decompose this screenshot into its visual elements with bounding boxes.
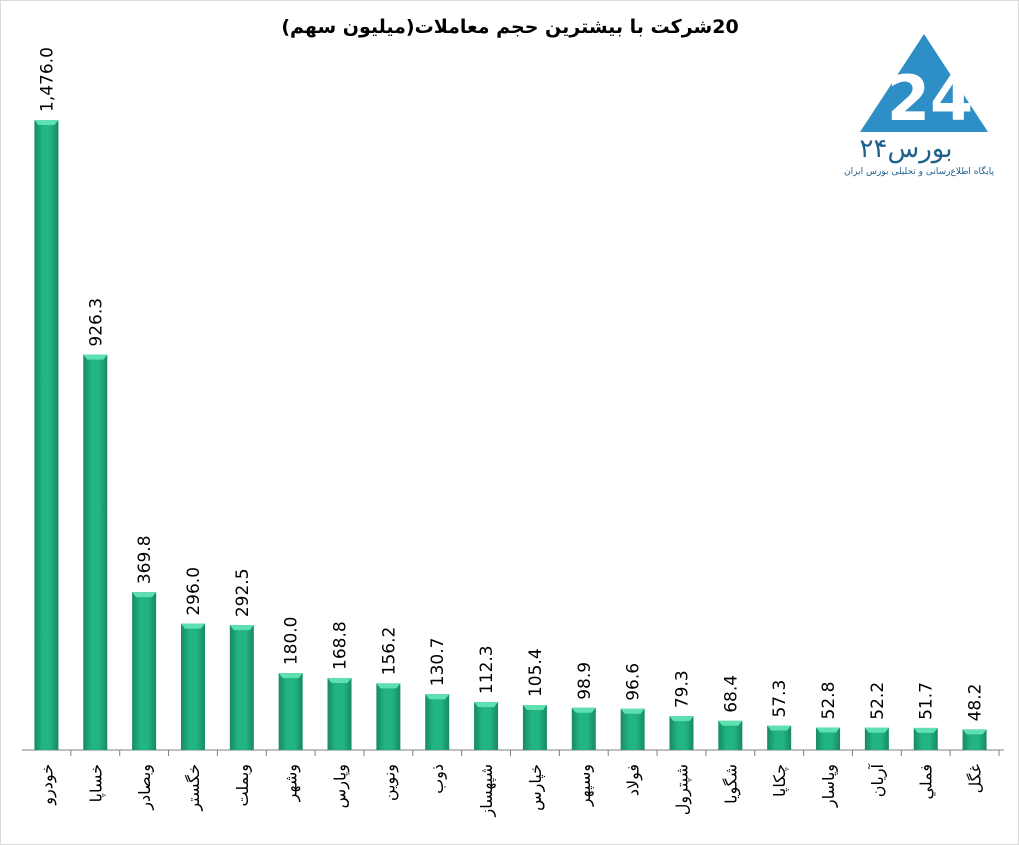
category-label-13: فولاد: [624, 764, 644, 796]
data-label-6: 180.0: [282, 616, 302, 665]
bar-cap-2: [83, 354, 108, 360]
category-label-2: خساپا: [86, 764, 106, 802]
data-label-14: 79.3: [672, 670, 692, 708]
data-label-20: 48.2: [966, 684, 986, 722]
bar-14: [669, 716, 694, 750]
bar-7: [327, 677, 352, 750]
data-label-16: 57.3: [770, 680, 790, 718]
bar-20: [962, 729, 987, 750]
bar-cap-15: [718, 720, 743, 726]
data-label-1: 1,476.0: [37, 47, 57, 112]
bar-cap-14: [669, 716, 694, 722]
category-label-14: شپترول: [672, 764, 692, 815]
logo-triangle-icon: 24: [860, 34, 988, 135]
category-label-9: ذوب: [428, 764, 448, 794]
category-label-3: وبصادر: [135, 764, 155, 811]
bar-5: [229, 625, 254, 750]
data-label-10: 112.3: [477, 645, 497, 694]
bar-cap-11: [522, 705, 547, 711]
bar-cap-18: [864, 727, 889, 733]
svg-text:24: 24: [887, 62, 973, 135]
bar-cap-19: [913, 727, 938, 733]
bar-2: [83, 354, 108, 750]
data-label-11: 105.4: [526, 648, 546, 697]
data-label-15: 68.4: [721, 675, 741, 713]
bar-cap-4: [180, 623, 205, 629]
data-label-9: 130.7: [428, 638, 448, 687]
data-label-13: 96.6: [624, 663, 644, 701]
bar-cap-5: [229, 625, 254, 631]
category-label-12: وسپهر: [575, 764, 595, 807]
category-label-19: فملي: [917, 764, 937, 800]
bar-10: [474, 702, 499, 750]
logo-name: بورس۲۴: [859, 134, 953, 164]
bar-1: [34, 120, 59, 750]
bar-cap-12: [571, 707, 596, 713]
chart-title: 20شرکت با بیشترین حجم معاملات(میلیون سهم…: [281, 16, 739, 38]
data-label-5: 292.5: [233, 568, 253, 617]
category-label-15: شگویا: [721, 764, 741, 804]
bar-cap-6: [278, 673, 303, 679]
bar-cap-20: [962, 729, 987, 735]
data-label-19: 51.7: [917, 682, 937, 720]
data-label-4: 296.0: [184, 567, 204, 616]
bar-cap-10: [474, 702, 499, 708]
bar-cap-8: [376, 683, 401, 689]
category-label-11: خپارس: [526, 764, 546, 811]
data-label-8: 156.2: [379, 627, 399, 676]
bar-19: [913, 727, 938, 750]
category-label-17: وپاسار: [819, 764, 839, 808]
bar-cap-9: [425, 694, 450, 700]
bar-cap-16: [767, 725, 792, 731]
category-label-18: آریان: [868, 762, 888, 797]
data-label-7: 168.8: [331, 621, 351, 670]
bar-17: [816, 727, 841, 750]
bar-8: [376, 683, 401, 750]
logo-tagline: پایگاه اطلاع‌رسانی و تحلیلی بورس ایران: [844, 167, 994, 177]
data-label-2: 926.3: [86, 298, 106, 347]
category-label-4: خگستر: [184, 764, 204, 812]
bar-13: [620, 708, 645, 750]
bar-cap-3: [132, 592, 157, 598]
category-label-8: ونوین: [379, 764, 399, 801]
bar-3: [132, 592, 157, 750]
bar-12: [571, 707, 596, 750]
category-label-20: غگل: [966, 764, 985, 793]
data-label-3: 369.8: [135, 535, 155, 584]
category-label-6: وشهر: [282, 764, 302, 802]
category-label-5: وبملت: [233, 764, 253, 806]
bar-cap-13: [620, 708, 645, 714]
bar-18: [864, 727, 889, 750]
bar-11: [522, 705, 547, 750]
bar-9: [425, 694, 450, 750]
data-label-18: 52.2: [868, 682, 888, 720]
bar-6: [278, 673, 303, 750]
data-label-12: 98.9: [575, 662, 595, 700]
bar-4: [180, 623, 205, 750]
category-label-7: وپارس: [331, 764, 351, 808]
bar-cap-17: [816, 727, 841, 733]
bar-cap-7: [327, 677, 352, 683]
data-label-17: 52.8: [819, 682, 839, 720]
bar-cap-1: [34, 120, 59, 125]
category-label-10: شپهساز: [477, 764, 497, 817]
category-label-1: خودرو: [37, 764, 57, 806]
category-label-16: چکاپا: [770, 764, 790, 797]
